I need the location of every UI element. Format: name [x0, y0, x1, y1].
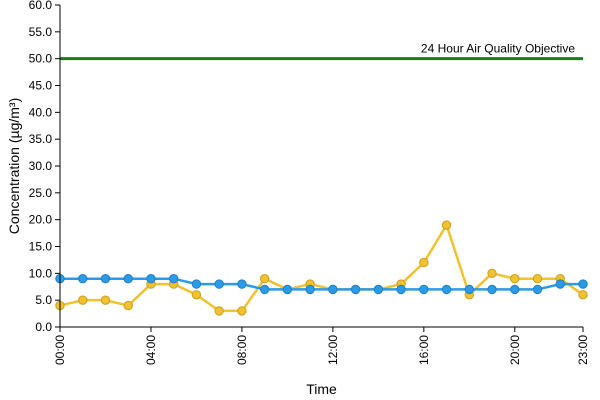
x-tick-label: 20:00: [508, 335, 522, 365]
series-2-point: [282, 284, 293, 295]
series-2-point: [578, 279, 588, 289]
series-1-point: [487, 268, 497, 279]
series-1-point: [532, 274, 543, 284]
y-tick-label: 40.0: [29, 105, 53, 119]
series-1-point: [510, 274, 520, 284]
series-1-point: [578, 290, 588, 300]
series-2-point: [78, 274, 88, 284]
x-axis-ticks: 00:00 04:00 08:00 12:00 16:00 20:00 23:00: [53, 327, 590, 365]
series-1-point: [259, 274, 270, 284]
series-2-point: [100, 274, 111, 284]
series-2-point: [487, 284, 497, 295]
y-axis-ticks: 0.0 5.0 10.0 15.0 20.0 25.0 30.0 35.0 40.0 45.0 50…: [29, 0, 60, 334]
x-tick-label: 23:00: [576, 335, 590, 365]
y-tick-label: 35.0: [29, 132, 53, 146]
series-2-point: [305, 284, 315, 295]
series-2-point: [373, 284, 384, 295]
y-axis-title: Concentration (µg/m³): [6, 98, 22, 234]
series-1-point: [78, 295, 88, 305]
series-2-point: [214, 279, 224, 289]
series-1-line: [59, 223, 584, 313]
series-2-point: [237, 279, 247, 289]
y-tick-label: 45.0: [29, 79, 53, 93]
y-tick-label: 5.0: [35, 293, 52, 307]
series-2-point: [123, 274, 133, 284]
series-2-point: [350, 284, 361, 295]
series-1-point: [191, 290, 202, 300]
series-2-point: [555, 279, 565, 289]
series-2-point: [419, 284, 429, 295]
series-2-point: [191, 279, 202, 289]
y-tick-label: 60.0: [29, 0, 53, 12]
y-tick-label: 10.0: [29, 266, 53, 280]
series-2-point: [396, 284, 406, 295]
y-tick-label: 50.0: [29, 52, 53, 66]
y-tick-label: 30.0: [29, 159, 53, 173]
series-2-point: [441, 284, 452, 295]
series-1-point: [419, 257, 429, 268]
series-2-point: [510, 284, 520, 295]
x-axis-title: Time: [306, 381, 337, 397]
series-1-point: [237, 306, 247, 316]
x-tick-label: 16:00: [417, 335, 431, 365]
x-tick-label: 12:00: [326, 335, 340, 365]
x-tick-label: 08:00: [235, 335, 249, 365]
y-tick-label: 15.0: [29, 240, 53, 254]
series-2-point: [464, 284, 475, 295]
y-tick-label: 25.0: [29, 186, 53, 200]
y-tick-label: 55.0: [29, 25, 53, 39]
series-1-point: [214, 306, 224, 316]
series-2-point: [328, 284, 338, 295]
series-1-point: [123, 300, 133, 311]
series-2-point: [146, 274, 156, 284]
series-2-point: [532, 284, 543, 295]
x-tick-label: 00:00: [53, 335, 67, 365]
series-2-point: [168, 274, 179, 284]
series-1-point: [441, 220, 452, 230]
objective-layer: 24 Hour Air Quality Objective: [60, 42, 583, 61]
series-1-point: [100, 295, 111, 305]
y-tick-label: 20.0: [29, 213, 53, 227]
x-tick-label: 04:00: [144, 335, 158, 365]
series-2-point: [259, 284, 270, 295]
objective-label: 24 Hour Air Quality Objective: [421, 42, 575, 56]
y-tick-label: 0.0: [35, 320, 52, 334]
series-layer: [55, 220, 588, 316]
